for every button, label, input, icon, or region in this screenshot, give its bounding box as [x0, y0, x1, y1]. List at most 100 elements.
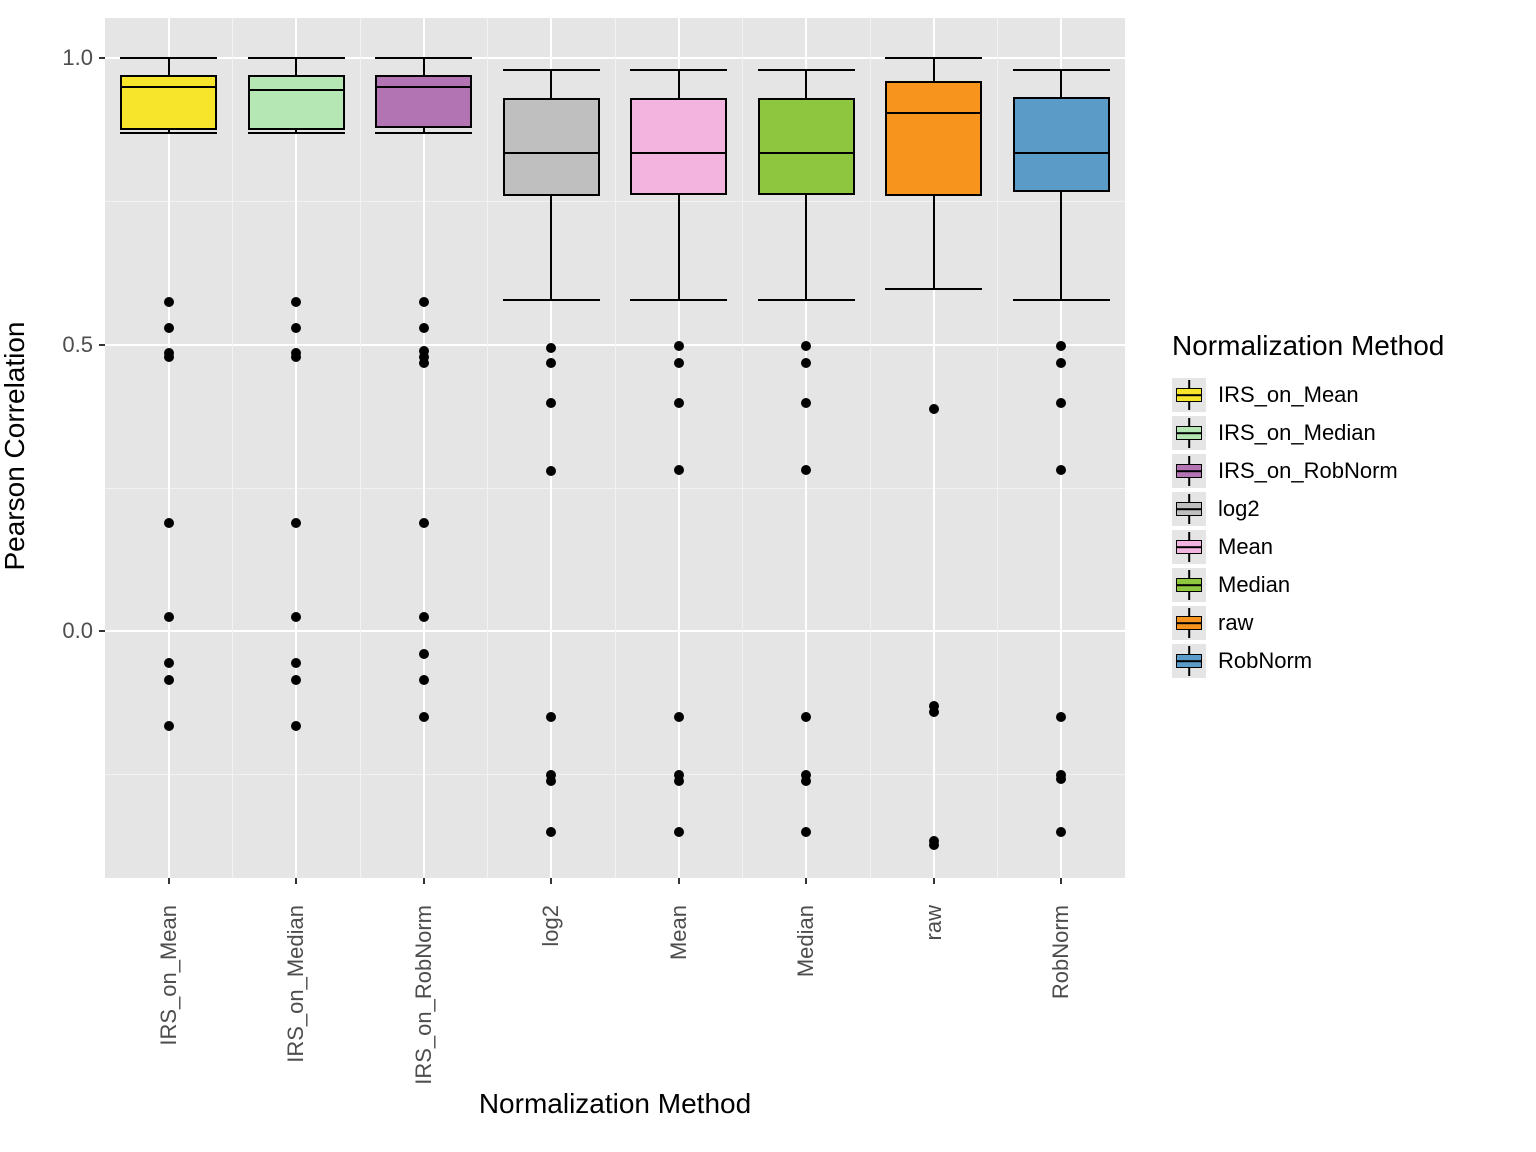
- y-tick-label: 0.5: [35, 332, 93, 358]
- median-line: [120, 86, 217, 88]
- median-line: [630, 152, 727, 154]
- outlier-point: [674, 398, 684, 408]
- outlier-point: [801, 341, 811, 351]
- whisker-upper: [168, 58, 170, 75]
- outlier-point: [419, 297, 429, 307]
- legend-item: raw: [1172, 604, 1444, 642]
- whisker-cap-upper: [375, 57, 472, 59]
- y-axis-title: Pearson Correlation: [0, 316, 31, 576]
- legend-label: RobNorm: [1218, 648, 1312, 674]
- x-tick-label: log2: [538, 905, 564, 1105]
- outlier-point: [164, 675, 174, 685]
- outlier-point: [1056, 465, 1066, 475]
- legend-key: [1172, 606, 1206, 640]
- legend-key: [1172, 416, 1206, 450]
- outlier-point: [1056, 358, 1066, 368]
- legend-item: RobNorm: [1172, 642, 1444, 680]
- grid-major-v: [168, 18, 170, 878]
- box-Median: [758, 98, 855, 194]
- outlier-point: [801, 776, 811, 786]
- legend-key: [1172, 530, 1206, 564]
- outlier-point: [801, 465, 811, 475]
- outlier-point: [1056, 712, 1066, 722]
- outlier-point: [164, 323, 174, 333]
- whisker-cap-lower: [248, 132, 345, 134]
- whisker-cap-upper: [120, 57, 217, 59]
- whisker-lower: [678, 195, 680, 300]
- legend-label: Median: [1218, 572, 1290, 598]
- whisker-cap-upper: [248, 57, 345, 59]
- box-IRS_on_RobNorm: [375, 75, 472, 128]
- outlier-point: [929, 840, 939, 850]
- x-tick-label: RobNorm: [1048, 905, 1074, 1105]
- outlier-point: [929, 707, 939, 717]
- whisker-cap-lower: [758, 299, 855, 301]
- grid-major-v: [295, 18, 297, 878]
- whisker-cap-lower: [120, 132, 217, 134]
- outlier-point: [801, 827, 811, 837]
- outlier-point: [929, 404, 939, 414]
- outlier-point: [1056, 398, 1066, 408]
- box-RobNorm: [1013, 97, 1110, 192]
- outlier-point: [546, 398, 556, 408]
- grid-minor-v: [742, 18, 743, 878]
- x-tick-label: IRS_on_Mean: [156, 905, 182, 1105]
- x-axis-title: Normalization Method: [105, 1088, 1125, 1120]
- legend-key: [1172, 378, 1206, 412]
- grid-minor-v: [360, 18, 361, 878]
- legend-key: [1172, 644, 1206, 678]
- x-tick: [168, 878, 170, 884]
- outlier-point: [546, 343, 556, 353]
- outlier-point: [291, 352, 301, 362]
- whisker-lower: [550, 196, 552, 300]
- outlier-point: [419, 323, 429, 333]
- whisker-upper: [678, 70, 680, 99]
- whisker-upper: [550, 70, 552, 99]
- whisker-cap-lower: [375, 132, 472, 134]
- chart-stage: 0.00.51.0Pearson CorrelationIRS_on_MeanI…: [0, 0, 1536, 1152]
- median-line: [1013, 152, 1110, 154]
- legend-key: [1172, 492, 1206, 526]
- legend-label: IRS_on_Mean: [1218, 382, 1359, 408]
- outlier-point: [801, 358, 811, 368]
- legend-key: [1172, 454, 1206, 488]
- whisker-cap-lower: [885, 288, 982, 290]
- outlier-point: [291, 675, 301, 685]
- outlier-point: [419, 675, 429, 685]
- y-tick: [99, 57, 105, 59]
- whisker-cap-upper: [758, 69, 855, 71]
- outlier-point: [419, 612, 429, 622]
- legend-item: IRS_on_RobNorm: [1172, 452, 1444, 490]
- y-tick: [99, 344, 105, 346]
- x-tick: [1060, 878, 1062, 884]
- x-tick: [423, 878, 425, 884]
- x-tick-label: IRS_on_Median: [283, 905, 309, 1105]
- outlier-point: [419, 358, 429, 368]
- outlier-point: [419, 712, 429, 722]
- legend-title: Normalization Method: [1172, 330, 1444, 362]
- whisker-lower: [805, 195, 807, 300]
- grid-minor-v: [487, 18, 488, 878]
- outlier-point: [801, 712, 811, 722]
- legend: Normalization Method IRS_on_Mean IRS_on_Me…: [1172, 330, 1444, 680]
- grid-minor-v: [232, 18, 233, 878]
- whisker-cap-upper: [503, 69, 600, 71]
- outlier-point: [419, 649, 429, 659]
- x-tick-label: Median: [793, 905, 819, 1105]
- outlier-point: [674, 776, 684, 786]
- box-IRS_on_Median: [248, 75, 345, 129]
- y-tick-label: 0.0: [35, 618, 93, 644]
- legend-label: raw: [1218, 610, 1253, 636]
- legend-item: log2: [1172, 490, 1444, 528]
- legend-item: IRS_on_Median: [1172, 414, 1444, 452]
- legend-key: [1172, 568, 1206, 602]
- outlier-point: [291, 297, 301, 307]
- x-tick: [295, 878, 297, 884]
- whisker-upper: [423, 58, 425, 75]
- median-line: [503, 152, 600, 154]
- outlier-point: [164, 612, 174, 622]
- outlier-point: [546, 776, 556, 786]
- outlier-point: [1056, 341, 1066, 351]
- legend-label: IRS_on_RobNorm: [1218, 458, 1398, 484]
- outlier-point: [546, 358, 556, 368]
